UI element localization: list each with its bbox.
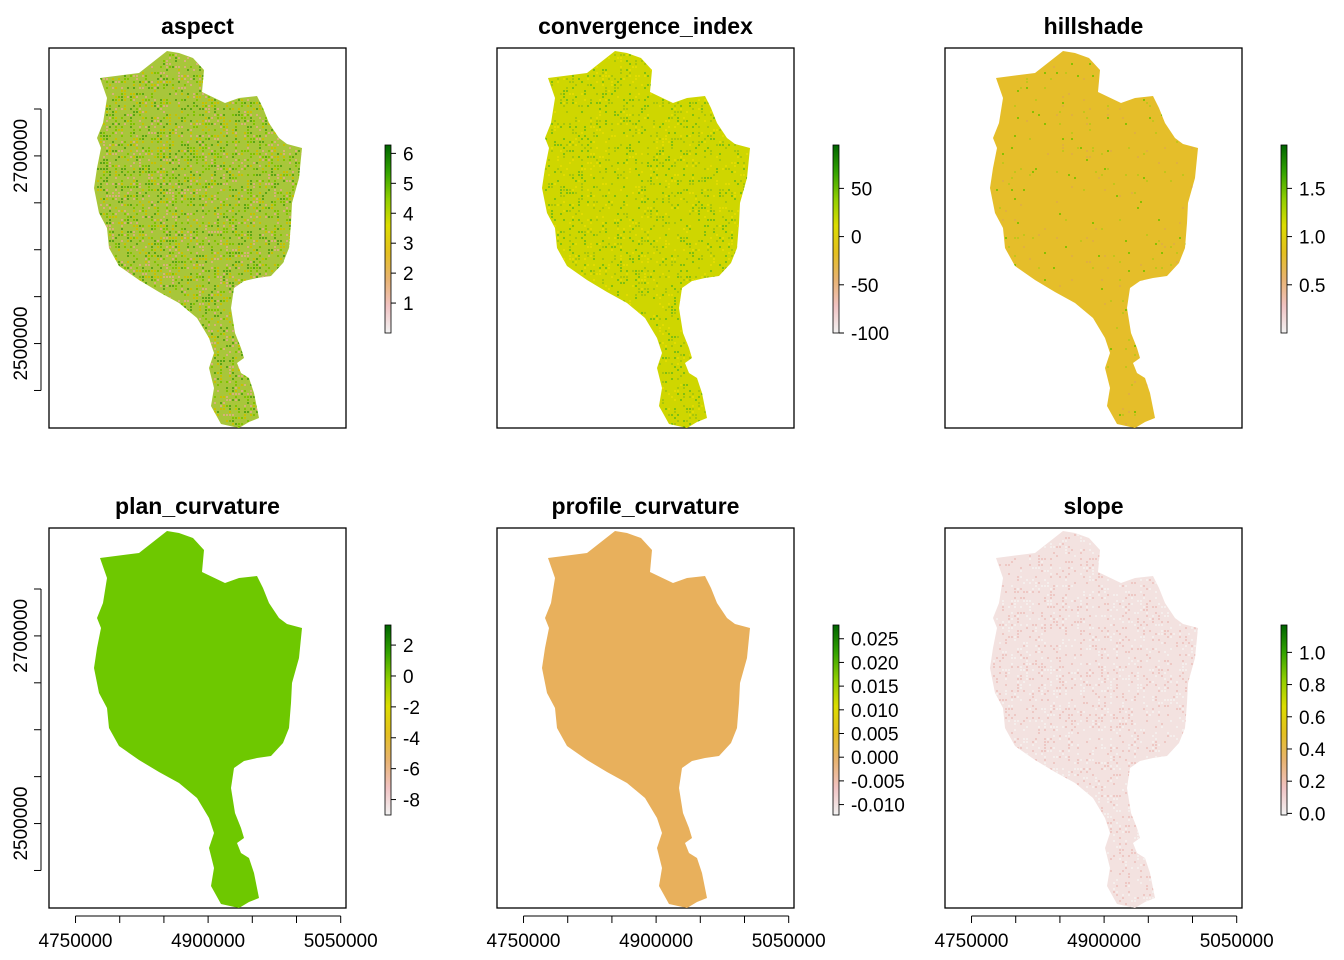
panel-title: convergence_index <box>538 13 753 39</box>
legend-label: 2 <box>403 636 414 657</box>
raster-area <box>542 51 750 428</box>
panel-title: profile_curvature <box>552 493 740 519</box>
legend-label: -6 <box>403 760 420 781</box>
raster-area <box>94 531 302 908</box>
y-tick-label: 2700000 <box>11 119 32 193</box>
raster-area <box>990 531 1198 908</box>
legend-label: 0.0 <box>1299 804 1325 825</box>
legend-label: 1.0 <box>1299 228 1325 249</box>
legend-label: 0.015 <box>851 677 899 698</box>
legend-label: 2 <box>403 264 414 285</box>
legend-label: 1.0 <box>1299 643 1325 664</box>
x-tick-label: 5050000 <box>304 931 378 952</box>
legend-label: 4 <box>403 204 414 225</box>
x-tick-label: 4750000 <box>487 931 561 952</box>
panel-title: slope <box>1063 493 1123 519</box>
legend-label: 0.8 <box>1299 676 1325 697</box>
legend-label: 0 <box>851 228 862 249</box>
legend-label: -0.005 <box>851 772 905 793</box>
legend-colorbar <box>1280 624 1288 816</box>
legend-label: 6 <box>403 144 414 165</box>
legend-label: 5 <box>403 174 414 195</box>
legend-label: -4 <box>403 729 420 750</box>
panel-frame-3 <box>48 527 347 909</box>
legend-colorbar <box>832 144 840 334</box>
panel-title: plan_curvature <box>115 493 280 519</box>
legend-label: 0.5 <box>1299 276 1325 297</box>
y-tick-label: 2500000 <box>11 787 32 861</box>
legend-label: 0.025 <box>851 630 899 651</box>
panel-frame-0 <box>48 47 347 429</box>
legend-colorbar <box>384 624 392 816</box>
legend-label: 0 <box>403 667 414 688</box>
legend-label: 1.5 <box>1299 179 1325 200</box>
legend-label: -0.010 <box>851 796 905 817</box>
x-tick-label: 4900000 <box>171 931 245 952</box>
x-tick-label: 4750000 <box>39 931 113 952</box>
legend-label: 1 <box>403 294 414 315</box>
legend-label: 50 <box>851 179 872 200</box>
legend-label: -50 <box>851 276 878 297</box>
legend-label: 3 <box>403 234 414 255</box>
panel-frame-4 <box>496 527 795 909</box>
x-tick-label: 4750000 <box>935 931 1009 952</box>
panel-title: aspect <box>161 13 234 39</box>
legend-label: 0.005 <box>851 725 899 746</box>
legend-label: -100 <box>851 324 889 345</box>
x-tick-label: 4900000 <box>1067 931 1141 952</box>
panel-frame-2 <box>944 47 1243 429</box>
y-tick-label: 2700000 <box>11 599 32 673</box>
legend-colorbar <box>832 624 840 816</box>
panel-frame-1 <box>496 47 795 429</box>
panel-frame-5 <box>944 527 1243 909</box>
legend-colorbar <box>384 144 392 334</box>
legend-label: 0.020 <box>851 653 899 674</box>
x-tick-label: 5050000 <box>752 931 826 952</box>
x-tick-label: 4900000 <box>619 931 693 952</box>
raster-area <box>542 531 750 908</box>
raster-area <box>94 51 302 428</box>
raster-area <box>990 51 1198 428</box>
legend-label: 0.010 <box>851 701 899 722</box>
panel-title: hillshade <box>1044 13 1144 39</box>
x-tick-label: 5050000 <box>1200 931 1274 952</box>
legend-label: 0.4 <box>1299 740 1326 761</box>
legend-label: -2 <box>403 698 420 719</box>
legend-colorbar <box>1280 144 1288 334</box>
legend-label: -8 <box>403 791 420 812</box>
legend-label: 0.6 <box>1299 708 1325 729</box>
legend-label: 0.000 <box>851 748 899 769</box>
y-tick-label: 2500000 <box>11 307 32 381</box>
legend-label: 0.2 <box>1299 772 1325 793</box>
